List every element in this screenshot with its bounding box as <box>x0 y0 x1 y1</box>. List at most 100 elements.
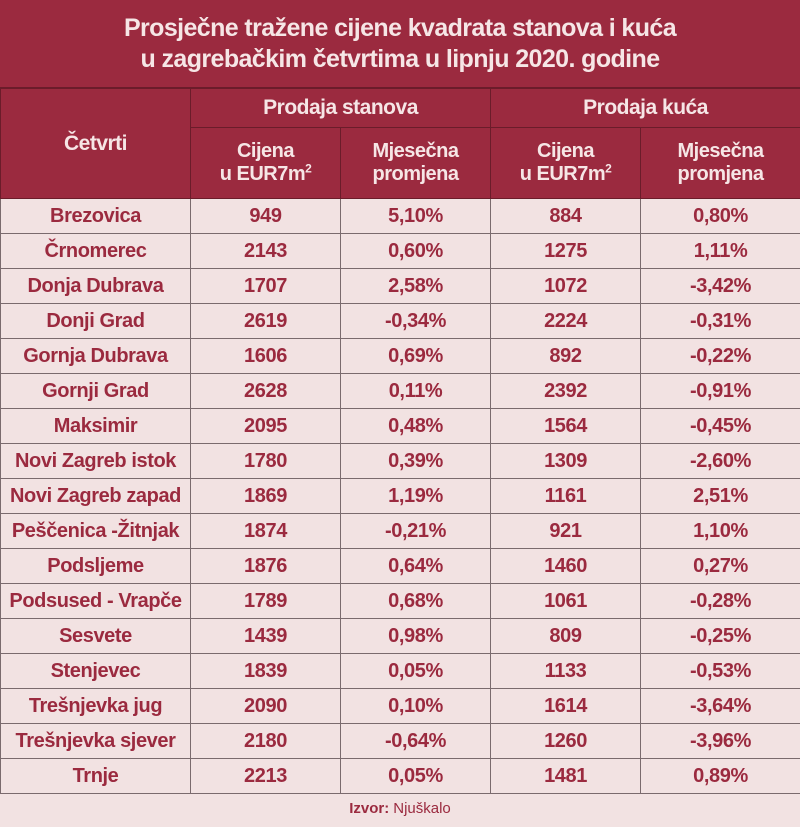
title-line-1: Prosječne tražene cijene kvadrata stanov… <box>123 13 677 42</box>
cell-district: Gornji Grad <box>0 373 191 409</box>
cell-district: Gornja Dubrava <box>0 338 191 374</box>
table-row: Novi Zagreb istok 1780 0,39% 1309 -2,60% <box>0 443 800 479</box>
cell-apt-price: 1707 <box>190 268 341 304</box>
header-price-line-1: Cijena <box>236 140 295 162</box>
cell-district: Sesvete <box>0 618 191 654</box>
cell-apt-price: 2180 <box>190 723 341 759</box>
table-row: Podsljeme 1876 0,64% 1460 0,27% <box>0 548 800 584</box>
header-house-price: Cijena u EUR7m2 <box>490 127 642 199</box>
header-change-line-2: promjena <box>372 163 459 185</box>
cell-house-change: 0,89% <box>640 758 800 794</box>
header-apt-change: Mjesečna promjena <box>339 127 492 199</box>
cell-district: Črnomerec <box>0 233 191 269</box>
header-price-line-1: Cijena <box>537 140 595 162</box>
cell-house-price: 884 <box>490 198 642 234</box>
table-row: Podsused - Vrapče 1789 0,68% 1061 -0,28% <box>0 583 800 619</box>
cell-house-change: -0,22% <box>640 338 800 374</box>
cell-apt-change: 0,05% <box>339 653 492 689</box>
cell-house-change: 1,11% <box>640 233 800 269</box>
cell-house-change: 2,51% <box>640 478 800 514</box>
cell-apt-change: 1,19% <box>339 478 492 514</box>
cell-house-change: -0,91% <box>640 373 800 409</box>
header-change-line-1: Mjesečna <box>677 140 764 162</box>
cell-house-change: 0,27% <box>640 548 800 584</box>
header-house-change: Mjesečna promjena <box>640 127 800 199</box>
cell-house-price: 1564 <box>490 408 642 444</box>
cell-district: Peščenica -Žitnjak <box>0 513 191 549</box>
cell-apt-price: 2619 <box>190 303 341 339</box>
cell-district: Donja Dubrava <box>0 268 191 304</box>
cell-apt-change: 0,10% <box>339 688 492 724</box>
table-title: Prosječne tražene cijene kvadrata stanov… <box>0 0 800 88</box>
cell-district: Novi Zagreb istok <box>0 443 191 479</box>
cell-house-price: 1133 <box>490 653 642 689</box>
cell-district: Donji Grad <box>0 303 191 339</box>
cell-apt-change: 0,98% <box>339 618 492 654</box>
cell-house-price: 1260 <box>490 723 642 759</box>
cell-apt-price: 1606 <box>190 338 341 374</box>
header-group-apartments: Prodaja stanova <box>189 88 492 128</box>
cell-house-change: 0,80% <box>640 198 800 234</box>
cell-district: Brezovica <box>0 198 191 234</box>
table-row: Črnomerec 2143 0,60% 1275 1,11% <box>0 233 800 269</box>
header-price-line-2: u EUR7m <box>219 163 306 185</box>
cell-apt-price: 1874 <box>190 513 341 549</box>
cell-apt-price: 2628 <box>190 373 341 409</box>
cell-apt-price: 1869 <box>190 478 341 514</box>
cell-house-price: 892 <box>490 338 642 374</box>
cell-apt-price: 2095 <box>190 408 341 444</box>
cell-house-change: -3,42% <box>640 268 800 304</box>
price-table: Četvrti Prodaja stanova Prodaja kuća Cij… <box>0 88 800 794</box>
cell-apt-change: -0,21% <box>339 513 492 549</box>
header-price-sup: 2 <box>305 161 312 176</box>
cell-apt-change: -0,64% <box>339 723 492 759</box>
table-row: Trešnjevka sjever 2180 -0,64% 1260 -3,96% <box>0 723 800 759</box>
source-label: Izvor: <box>349 800 390 817</box>
cell-house-change: -0,45% <box>640 408 800 444</box>
cell-house-price: 1460 <box>490 548 642 584</box>
cell-house-change: -0,31% <box>640 303 800 339</box>
cell-apt-change: 0,60% <box>339 233 492 269</box>
table-row: Gornja Dubrava 1606 0,69% 892 -0,22% <box>0 338 800 374</box>
table-row: Maksimir 2095 0,48% 1564 -0,45% <box>0 408 800 444</box>
cell-apt-price: 1789 <box>190 583 341 619</box>
group-header-row: Četvrti Prodaja stanova Prodaja kuća <box>0 88 800 199</box>
cell-house-change: -0,53% <box>640 653 800 689</box>
header-change-line-2: promjena <box>677 163 765 185</box>
cell-apt-change: 0,48% <box>339 408 492 444</box>
cell-house-change: 1,10% <box>640 513 800 549</box>
cell-apt-change: 0,64% <box>339 548 492 584</box>
cell-district: Podsljeme <box>0 548 191 584</box>
cell-apt-price: 1780 <box>190 443 341 479</box>
cell-apt-change: 5,10% <box>339 198 492 234</box>
cell-apt-price: 2143 <box>190 233 341 269</box>
cell-house-price: 1072 <box>490 268 642 304</box>
cell-apt-change: 0,39% <box>339 443 492 479</box>
cell-district: Trešnjevka jug <box>0 688 191 724</box>
table-row: Sesvete 1439 0,98% 809 -0,25% <box>0 618 800 654</box>
cell-apt-price: 2213 <box>190 758 341 794</box>
cell-house-price: 921 <box>490 513 642 549</box>
cell-house-price: 1309 <box>490 443 642 479</box>
cell-house-change: -2,60% <box>640 443 800 479</box>
cell-house-change: -3,64% <box>640 688 800 724</box>
cell-district: Maksimir <box>0 408 191 444</box>
cell-house-change: -0,28% <box>640 583 800 619</box>
header-district: Četvrti <box>0 88 191 199</box>
cell-house-price: 1275 <box>490 233 642 269</box>
cell-house-price: 1481 <box>490 758 642 794</box>
source-value: Njuškalo <box>393 800 451 817</box>
table-row: Gornji Grad 2628 0,11% 2392 -0,91% <box>0 373 800 409</box>
table-row: Novi Zagreb zapad 1869 1,19% 1161 2,51% <box>0 478 800 514</box>
table-body: Brezovica 949 5,10% 884 0,80% Črnomerec 2143 0,… <box>0 198 800 794</box>
cell-house-price: 809 <box>490 618 642 654</box>
table-row: Trnje 2213 0,05% 1481 0,89% <box>0 758 800 794</box>
cell-apt-change: 2,58% <box>339 268 492 304</box>
header-price-line-2: u EUR7m <box>519 163 606 185</box>
cell-district: Stenjevec <box>0 653 191 689</box>
cell-apt-price: 2090 <box>190 688 341 724</box>
table-row: Stenjevec 1839 0,05% 1133 -0,53% <box>0 653 800 689</box>
cell-apt-change: 0,68% <box>339 583 492 619</box>
cell-apt-price: 1839 <box>190 653 341 689</box>
